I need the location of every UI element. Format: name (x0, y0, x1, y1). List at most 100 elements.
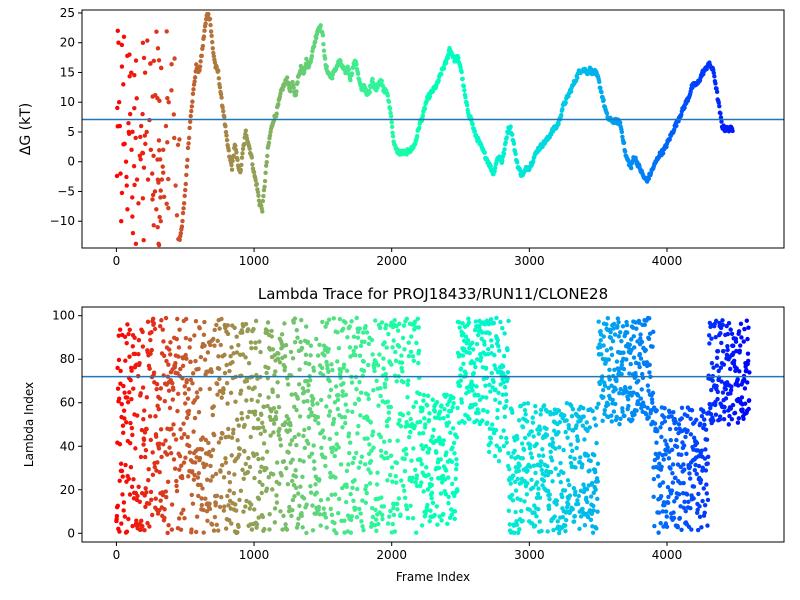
lambda-point (297, 414, 303, 419)
lambda-point (341, 362, 347, 367)
lambda-point (402, 495, 408, 500)
lambda-point (120, 492, 125, 497)
lambda-point (255, 399, 260, 404)
lambda-point (381, 356, 386, 361)
lambda-point (210, 474, 215, 479)
x-tick-label: 0 (113, 254, 121, 268)
lambda-point (356, 423, 361, 429)
delta-g-point (121, 34, 127, 39)
lambda-point (149, 497, 154, 503)
lambda-point (406, 434, 412, 440)
lambda-point (448, 408, 454, 414)
lambda-point (511, 473, 516, 478)
lambda-point (245, 469, 251, 475)
delta-g-point (251, 170, 257, 175)
lambda-point (292, 316, 298, 321)
lambda-point (260, 482, 265, 488)
lambda-point (709, 361, 715, 366)
lambda-point (170, 397, 176, 402)
lambda-point (460, 353, 466, 358)
lambda-point (171, 387, 176, 392)
lambda-point (462, 420, 467, 425)
delta-g-point (185, 145, 191, 151)
lambda-point (348, 517, 354, 523)
lambda-point (494, 443, 499, 448)
lambda-point (473, 364, 478, 370)
lambda-point (384, 345, 389, 350)
lambda-point (167, 347, 172, 352)
lambda-point (657, 482, 663, 487)
delta-g-point (161, 170, 166, 175)
lambda-point (334, 531, 339, 536)
lambda-point (127, 327, 132, 333)
lambda-point (493, 427, 499, 433)
lambda-point (536, 506, 541, 512)
lambda-point (275, 394, 281, 399)
lambda-point (420, 446, 426, 452)
lambda-point (408, 416, 413, 422)
lambda-point (204, 462, 209, 467)
lambda-point (515, 436, 520, 441)
lambda-point (534, 441, 539, 447)
lambda-point (363, 324, 368, 329)
lambda-point (281, 513, 286, 519)
lambda-point (308, 490, 314, 495)
lambda-point (298, 339, 303, 345)
lambda-point (253, 340, 258, 345)
delta-g-point (711, 70, 716, 76)
lambda-point (701, 409, 706, 415)
delta-g-point (194, 62, 199, 67)
lambda-point (533, 470, 538, 476)
lambda-point (178, 366, 183, 372)
lambda-point (524, 419, 530, 424)
lambda-point (129, 396, 134, 402)
lambda-point (205, 477, 210, 482)
delta-g-point (131, 163, 137, 169)
lambda-point (510, 498, 516, 503)
lambda-point (453, 476, 458, 481)
delta-g-point (664, 144, 669, 150)
lambda-point (652, 421, 658, 426)
lambda-point (615, 316, 621, 321)
lambda-point (317, 477, 322, 482)
lambda-point (252, 475, 257, 481)
lambda-point (325, 497, 331, 502)
lambda-point (658, 425, 663, 430)
lambda-point (287, 504, 292, 510)
delta-g-point (667, 137, 672, 142)
lambda-point (731, 343, 736, 349)
lambda-point (283, 420, 288, 425)
lambda-point (624, 322, 630, 328)
lambda-point (647, 316, 652, 321)
lambda-point (356, 397, 362, 402)
lambda-point (165, 479, 171, 485)
lambda-point (723, 386, 728, 392)
lambda-point (405, 395, 410, 400)
lambda-point (493, 366, 498, 371)
lambda-point (185, 396, 191, 401)
lambda-point (347, 324, 352, 329)
lambda-point (290, 507, 295, 513)
lambda-point (670, 471, 675, 476)
lambda-point (409, 458, 414, 463)
lambda-point (175, 391, 181, 397)
delta-g-point (239, 155, 245, 160)
lambda-point (450, 405, 455, 410)
lambda-point (590, 530, 596, 535)
lambda-point (682, 499, 687, 505)
delta-g-point (190, 91, 196, 97)
delta-g-point (223, 124, 228, 129)
lambda-point (561, 470, 566, 476)
lambda-point (196, 493, 201, 499)
lambda-point (333, 492, 338, 497)
lambda-point (554, 498, 559, 504)
lambda-point (317, 342, 322, 348)
delta-g-point (461, 83, 467, 89)
delta-g-point (192, 79, 197, 84)
lambda-point (619, 362, 625, 368)
lambda-point (619, 338, 624, 344)
lambda-point (518, 497, 523, 502)
lambda-point (254, 522, 260, 527)
lambda-point (347, 345, 353, 350)
